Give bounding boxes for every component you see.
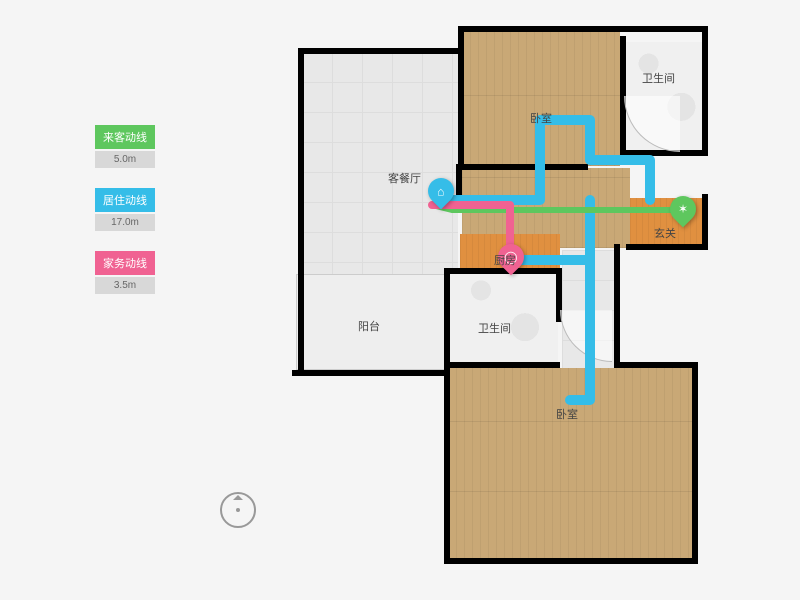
wall — [702, 26, 708, 154]
legend-value: 3.5m — [95, 277, 155, 294]
wall — [444, 558, 698, 564]
wall — [626, 244, 708, 250]
room-bedroom2 — [448, 368, 694, 562]
room-bath2 — [448, 272, 558, 364]
wall — [292, 370, 448, 376]
legend-label: 居住动线 — [95, 188, 155, 212]
wall — [614, 244, 620, 366]
floorplan-canvas: 来客动线 5.0m 居住动线 17.0m 家务动线 3.5m ✶⌂◯ 客餐厅卧室… — [0, 0, 800, 600]
legend-value: 17.0m — [95, 214, 155, 231]
legend-label: 来客动线 — [95, 125, 155, 149]
label-bath2: 卫生间 — [478, 320, 511, 336]
wall — [298, 48, 304, 374]
wall — [620, 150, 708, 156]
legend-item-visitor: 来客动线 5.0m — [95, 125, 155, 168]
wall — [458, 26, 708, 32]
wall — [444, 362, 560, 368]
legend-value: 5.0m — [95, 151, 155, 168]
legend-item-living: 居住动线 17.0m — [95, 188, 155, 231]
wall — [456, 164, 588, 170]
room-living — [302, 52, 458, 284]
label-entry: 玄关 — [654, 225, 676, 241]
label-bedroom2: 卧室 — [556, 406, 578, 422]
label-balcony: 阳台 — [358, 318, 380, 334]
room-bedroom1 — [462, 30, 620, 166]
wall — [614, 362, 696, 368]
label-kitchen: 厨房 — [494, 252, 516, 268]
legend-label: 家务动线 — [95, 251, 155, 275]
label-bath1: 卫生间 — [642, 70, 675, 86]
wall — [620, 36, 626, 154]
wall — [444, 268, 560, 274]
compass-icon — [220, 492, 256, 528]
wall — [458, 26, 464, 168]
wall — [298, 48, 460, 54]
wall — [444, 268, 450, 564]
legend: 来客动线 5.0m 居住动线 17.0m 家务动线 3.5m — [95, 125, 155, 314]
legend-item-chores: 家务动线 3.5m — [95, 251, 155, 294]
label-bedroom1: 卧室 — [530, 110, 552, 126]
label-living: 客餐厅 — [388, 170, 421, 186]
wall — [702, 194, 708, 250]
wall — [692, 362, 698, 564]
